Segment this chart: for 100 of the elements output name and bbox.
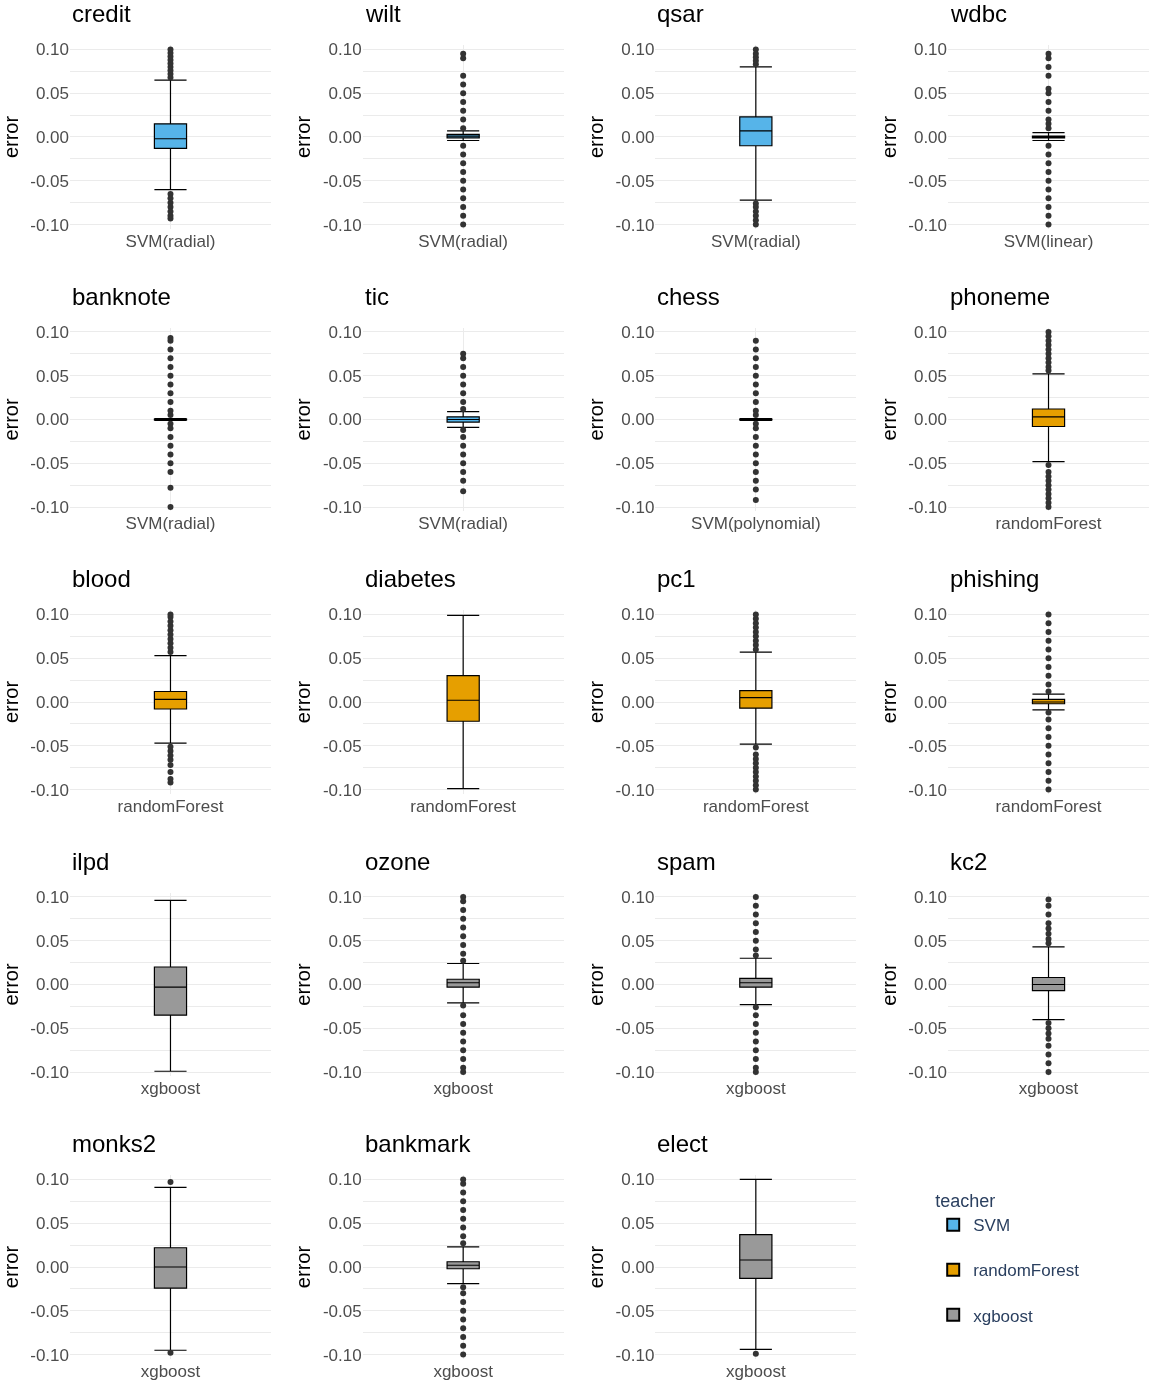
y-tick-label: 0.05 bbox=[35, 649, 69, 669]
y-tick-label: 0.00 bbox=[913, 410, 948, 430]
y-tick-label: 0.10 bbox=[35, 1170, 69, 1190]
y-tick-label: 0.05 bbox=[621, 931, 655, 951]
y-tick-label: 0.10 bbox=[328, 887, 362, 907]
y-tick-label: -0.05 bbox=[615, 736, 655, 756]
y-tick-label: 0.10 bbox=[328, 322, 362, 342]
y-tick-label: -0.05 bbox=[615, 1019, 655, 1039]
y-tick-label: 0.05 bbox=[913, 931, 948, 951]
y-axis-title: error bbox=[877, 680, 900, 724]
y-tick-label: 0.00 bbox=[913, 127, 948, 147]
y-axis-title: error bbox=[0, 1245, 22, 1289]
y-axis-title: error bbox=[292, 398, 315, 441]
y-tick-label: 0.00 bbox=[35, 1257, 69, 1277]
y-tick-label: -0.10 bbox=[322, 498, 362, 518]
y-tick-label: -0.10 bbox=[322, 780, 362, 800]
y-tick-label: 0.05 bbox=[328, 649, 362, 669]
x-tick-label: xgboost bbox=[433, 1362, 494, 1381]
y-tick-label: -0.10 bbox=[30, 498, 69, 518]
y-tick-label: -0.05 bbox=[30, 171, 69, 191]
y-axis-title: error bbox=[585, 115, 608, 159]
y-tick-label: -0.05 bbox=[615, 1301, 655, 1321]
y-tick-label: -0.05 bbox=[908, 1019, 948, 1039]
chart-title: qsar bbox=[657, 0, 704, 27]
y-tick-label: 0.00 bbox=[621, 127, 655, 147]
y-tick-label: 0.10 bbox=[35, 605, 69, 625]
y-tick-label: 0.10 bbox=[328, 605, 362, 625]
y-tick-label: 0.05 bbox=[913, 84, 948, 104]
x-tick-label: randomForest bbox=[995, 514, 1102, 534]
y-axis-title: error bbox=[292, 1245, 315, 1289]
y-tick-label: 0.10 bbox=[328, 40, 362, 60]
y-tick-label: 0.10 bbox=[35, 887, 69, 907]
y-tick-label: -0.05 bbox=[322, 736, 362, 756]
x-tick-label: SVM(radial) bbox=[418, 231, 509, 251]
y-tick-label: -0.10 bbox=[615, 780, 655, 800]
y-tick-label: 0.00 bbox=[621, 1257, 655, 1277]
y-tick-label: 0.00 bbox=[328, 127, 362, 147]
y-tick-label: -0.05 bbox=[615, 171, 655, 191]
y-tick-label: 0.00 bbox=[621, 692, 655, 712]
chart-title: kc2 bbox=[950, 848, 988, 875]
y-tick-label: -0.05 bbox=[322, 1019, 362, 1039]
y-tick-label: 0.10 bbox=[621, 1170, 655, 1190]
y-tick-label: 0.10 bbox=[913, 887, 948, 907]
y-tick-label: 0.05 bbox=[621, 649, 655, 669]
y-tick-label: 0.00 bbox=[35, 127, 69, 147]
y-tick-label: -0.05 bbox=[615, 454, 655, 474]
y-tick-label: 0.00 bbox=[621, 410, 655, 430]
y-axis-title: error bbox=[585, 963, 608, 1006]
y-tick-label: 0.00 bbox=[35, 410, 69, 430]
y-axis-title: error bbox=[585, 398, 608, 441]
legend-title: teacher bbox=[935, 1191, 996, 1212]
y-tick-label: 0.10 bbox=[913, 40, 948, 60]
chart-title: chess bbox=[657, 283, 720, 310]
y-tick-label: -0.05 bbox=[322, 1301, 362, 1321]
x-tick-label: xgboost bbox=[433, 1079, 494, 1099]
y-tick-label: 0.05 bbox=[35, 84, 69, 104]
y-tick-label: -0.10 bbox=[30, 215, 69, 235]
y-tick-label: 0.00 bbox=[621, 975, 655, 995]
y-tick-label: 0.00 bbox=[35, 692, 69, 712]
x-tick-label: randomForest bbox=[702, 796, 810, 816]
y-tick-label: 0.10 bbox=[913, 605, 948, 625]
y-tick-label: -0.10 bbox=[322, 215, 362, 235]
x-tick-label: xgboost bbox=[1018, 1079, 1079, 1099]
chart-title: elect bbox=[657, 1130, 709, 1157]
y-tick-label: -0.05 bbox=[322, 454, 362, 474]
x-tick-label: SVM(radial) bbox=[418, 514, 509, 534]
y-axis-title: error bbox=[877, 115, 900, 159]
y-tick-label: 0.00 bbox=[328, 1257, 362, 1277]
y-tick-label: 0.05 bbox=[35, 366, 69, 386]
chart-title: tic bbox=[365, 283, 389, 310]
x-tick-label: xgboost bbox=[140, 1362, 201, 1381]
y-tick-label: 0.05 bbox=[621, 366, 655, 386]
chart-title: phoneme bbox=[950, 283, 1051, 310]
y-tick-label: -0.10 bbox=[30, 780, 69, 800]
chart-title: ozone bbox=[365, 848, 431, 875]
y-tick-label: -0.05 bbox=[30, 1301, 69, 1321]
legend-label: xgboost bbox=[973, 1306, 1034, 1326]
x-tick-label: xgboost bbox=[726, 1362, 786, 1381]
y-tick-label: 0.05 bbox=[328, 84, 362, 104]
y-tick-label: -0.05 bbox=[908, 171, 948, 191]
y-tick-label: 0.00 bbox=[913, 692, 948, 712]
y-tick-label: -0.05 bbox=[30, 1019, 69, 1039]
y-tick-label: 0.10 bbox=[328, 1170, 362, 1190]
y-tick-label: -0.05 bbox=[322, 171, 362, 191]
y-tick-label: 0.05 bbox=[35, 1214, 69, 1234]
y-tick-label: -0.10 bbox=[615, 1345, 655, 1365]
y-tick-label: -0.10 bbox=[615, 1063, 655, 1083]
y-tick-label: -0.05 bbox=[30, 454, 69, 474]
y-tick-label: 0.05 bbox=[913, 366, 948, 386]
chart-title: credit bbox=[72, 0, 132, 27]
y-axis-title: error bbox=[877, 398, 900, 441]
chart-title: bankmark bbox=[365, 1130, 472, 1157]
y-tick-label: -0.10 bbox=[322, 1345, 362, 1365]
y-tick-label: 0.10 bbox=[913, 322, 948, 342]
y-tick-label: 0.05 bbox=[328, 1214, 362, 1234]
chart-title: diabetes bbox=[365, 565, 456, 592]
chart-title: spam bbox=[657, 848, 716, 875]
y-tick-label: 0.05 bbox=[328, 366, 362, 386]
y-tick-label: 0.10 bbox=[621, 322, 655, 342]
x-tick-label: SVM(radial) bbox=[125, 231, 216, 251]
